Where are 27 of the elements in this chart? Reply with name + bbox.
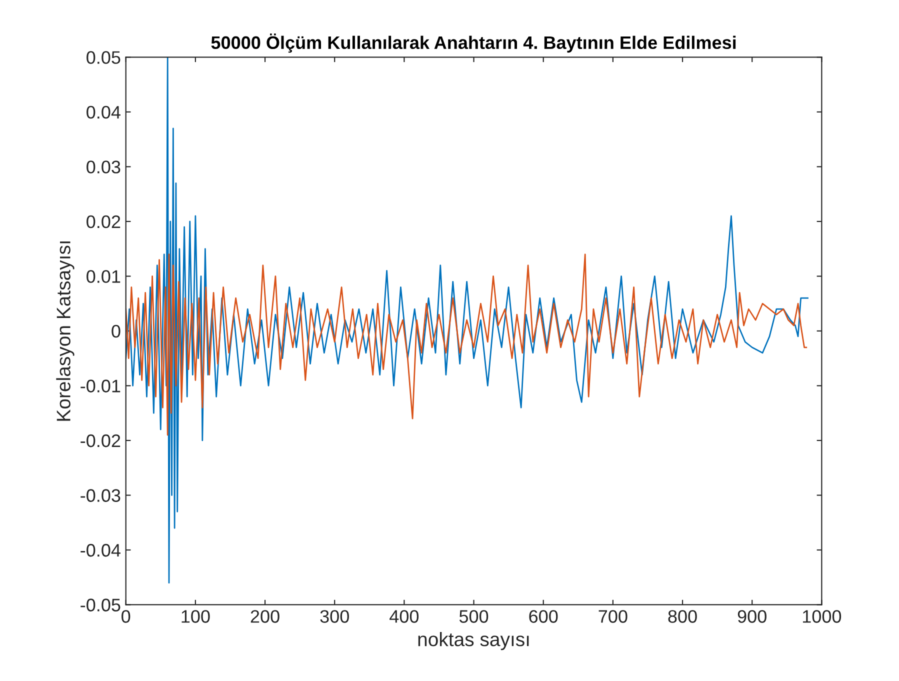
x-tick-label: 1000 — [802, 610, 842, 623]
y-tick-label: 0.05 — [86, 51, 120, 64]
line-series — [126, 57, 808, 584]
x-tick-label: 0 — [122, 610, 130, 623]
x-tick-label: 700 — [598, 610, 628, 623]
x-tick-label: 300 — [320, 610, 349, 623]
y-tick-label: 0.01 — [86, 270, 120, 283]
x-tick-label: 100 — [182, 610, 210, 623]
x-axis-title: noktas sayısı — [418, 632, 529, 650]
chart-title: 50000 Ölçüm Kullanılarak Anahtarın 4. Baytının Elde Edilmesi — [211, 33, 736, 53]
y-tick-label: -0.01 — [80, 380, 120, 392]
y-tick-label: 0.04 — [86, 106, 120, 119]
y-tick-label: 0 — [112, 324, 120, 338]
y-tick-label: 0.02 — [86, 215, 120, 228]
y-tick-label: -0.05 — [80, 598, 120, 612]
line-series — [126, 254, 808, 436]
x-tick-label: 400 — [390, 610, 419, 623]
y-tick-label: 0.03 — [86, 160, 120, 174]
y-axis-title: Korelasyon Katsayısı — [56, 241, 74, 421]
x-tick-label: 500 — [459, 610, 488, 623]
y-tick-label: -0.02 — [80, 434, 120, 448]
x-tick-label: 200 — [250, 610, 280, 623]
x-tick-label: 800 — [668, 610, 697, 623]
x-tick-label: 900 — [738, 610, 766, 623]
x-tick-label: 600 — [529, 610, 558, 623]
y-tick-label: -0.03 — [80, 489, 120, 502]
y-tick-label: -0.04 — [80, 544, 120, 557]
